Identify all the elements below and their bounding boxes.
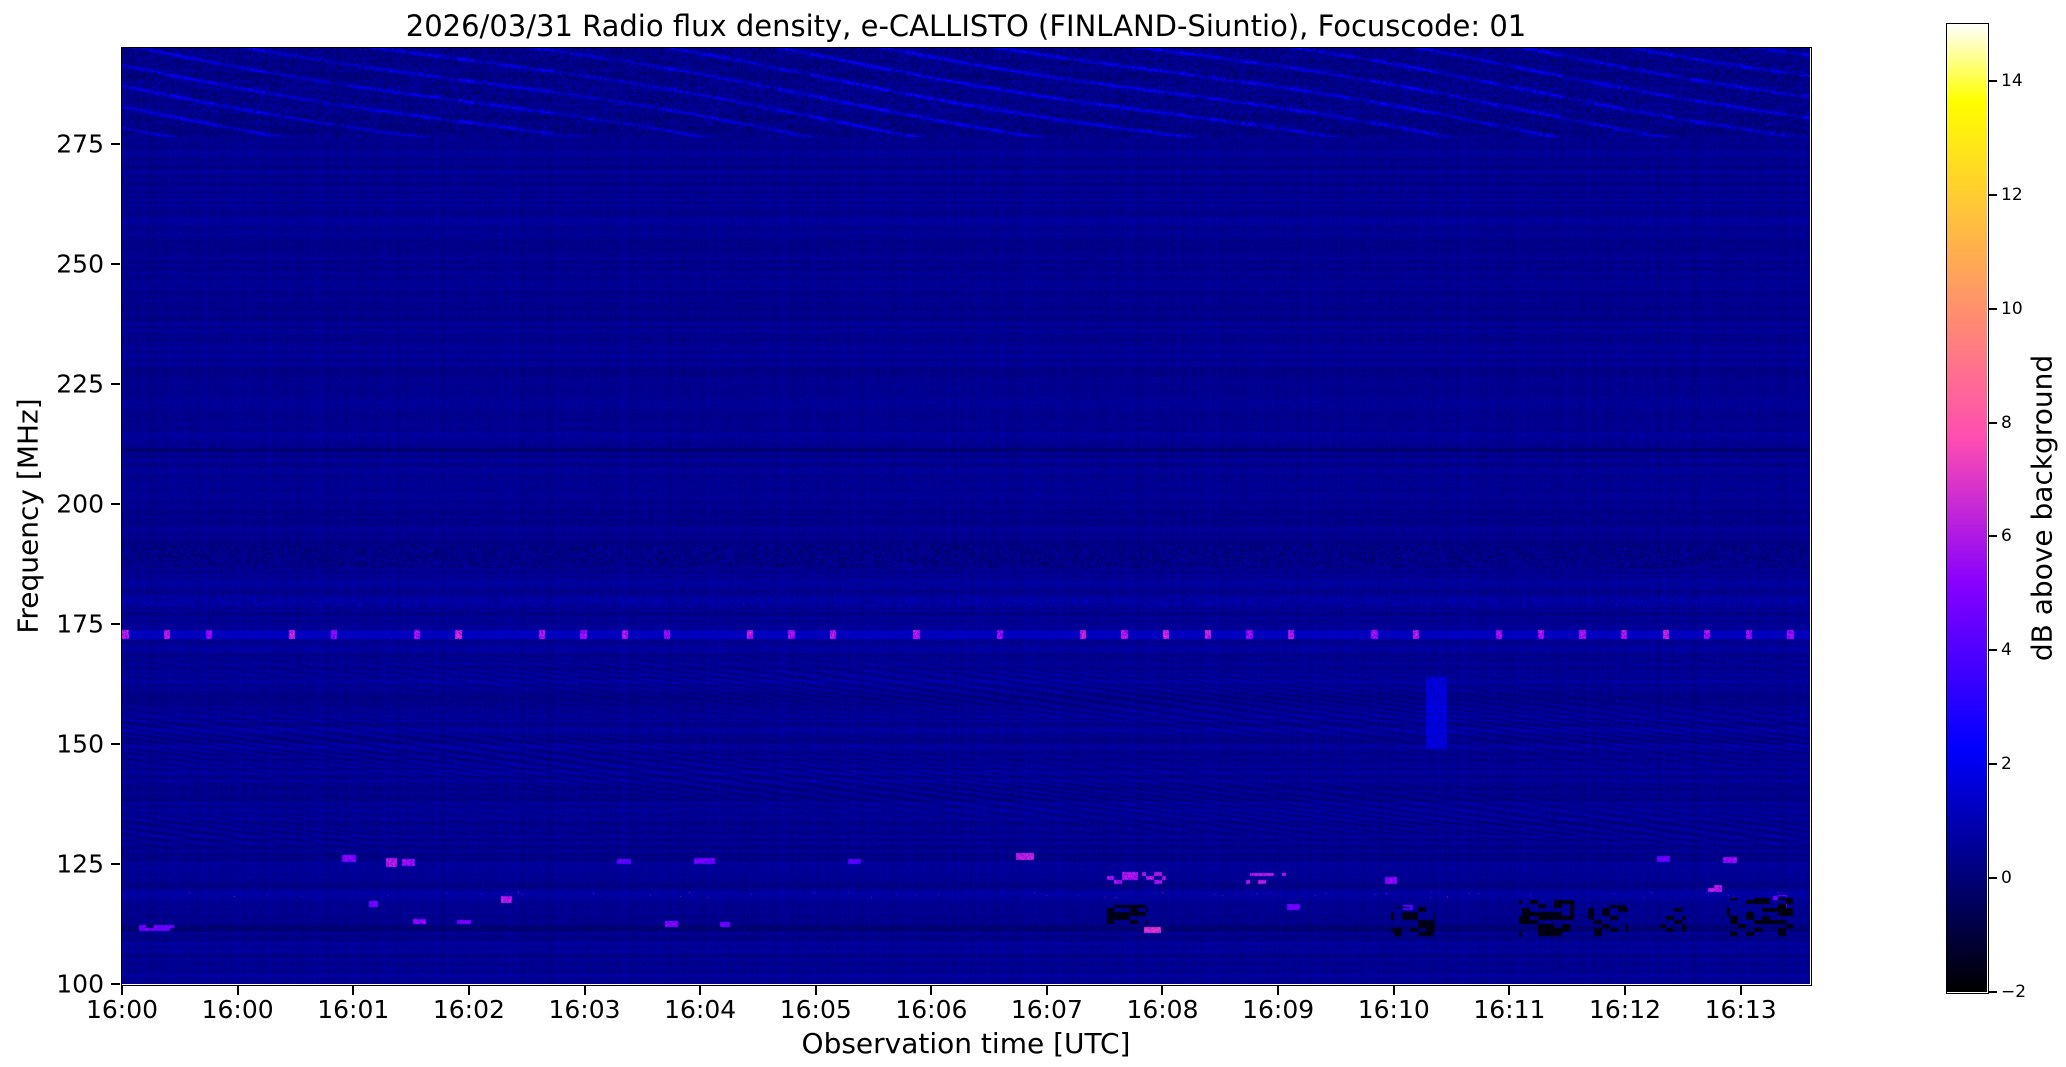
x-tick-label: 16:00 [201,995,274,1024]
x-tick-label: 16:11 [1473,995,1546,1024]
x-tick-label: 16:05 [779,995,852,1024]
y-tick-label: 125 [56,849,104,879]
x-tick-label: 16:07 [1010,995,1083,1024]
colorbar-tick-label: −2 [2001,982,2027,1002]
colorbar-tick-mark [1989,991,1997,993]
x-tick-mark [1508,986,1511,995]
colorbar-tick-mark [1989,763,1997,766]
x-tick-mark [583,986,586,995]
colorbar-tick-mark [1989,307,1997,310]
colorbar-gradient [1946,23,1987,992]
y-tick-mark [111,503,120,505]
colorbar-tick-mark [1989,535,1997,538]
x-tick-mark [1623,986,1626,995]
colorbar-tick-label: 8 [2001,412,2012,433]
colorbar-tick-label: 2 [2001,754,2012,775]
y-tick-mark [111,983,120,985]
colorbar-tick-label: 0 [2001,868,2012,889]
x-tick-mark [1739,986,1742,995]
colorbar [1945,22,1989,994]
y-tick-label: 150 [56,729,104,759]
colorbar-tick-label: 12 [2001,184,2023,205]
y-tick-mark [111,863,120,865]
x-tick-label: 16:10 [1357,995,1430,1024]
x-tick-label: 16:01 [317,995,390,1024]
x-tick-label: 16:02 [432,995,505,1024]
x-tick-mark [121,986,123,995]
x-tick-label: 16:04 [664,995,737,1024]
x-tick-mark [1277,986,1280,995]
x-tick-mark [467,986,470,995]
colorbar-tick-mark [1989,877,1997,880]
x-tick-label: 16:13 [1704,995,1777,1024]
y-tick-mark [111,623,120,625]
y-tick-label: 175 [56,609,104,639]
colorbar-tick-label: 6 [2001,526,2012,547]
colorbar-tick-label: 4 [2001,640,2012,661]
y-tick-label: 275 [56,129,104,159]
colorbar-tick-mark [1989,79,1997,82]
colorbar-tick-label: 10 [2001,298,2023,319]
x-tick-label: 16:03 [548,995,621,1024]
x-tick-mark [1161,986,1164,995]
y-tick-mark [111,263,120,265]
spectrogram-heatmap-canvas [121,47,1810,984]
x-tick-mark [352,986,355,995]
chart-title: 2026/03/31 Radio flux density, e-CALLIST… [405,9,1527,43]
colorbar-tick-mark [1989,649,1997,652]
colorbar-tick-mark [1989,421,1997,424]
x-tick-label: 16:12 [1588,995,1662,1024]
colorbar-tick-label: 14 [2001,70,2023,91]
y-tick-mark [111,743,120,745]
x-tick-label: 16:00 [85,995,159,1024]
x-tick-mark [1045,986,1048,995]
x-tick-mark [236,986,239,995]
colorbar-label: dB above background [2025,354,2059,662]
x-tick-mark [1392,986,1395,995]
x-tick-mark [814,986,817,995]
y-tick-label: 100 [56,969,104,999]
y-tick-mark [111,383,120,385]
x-axis-label: Observation time [UTC] [801,1027,1131,1060]
x-tick-label: 16:09 [1242,995,1315,1024]
y-tick-label: 250 [56,249,104,279]
x-tick-label: 16:08 [1126,995,1199,1024]
x-tick-label: 16:06 [895,995,968,1024]
x-tick-mark [930,986,933,995]
y-tick-label: 225 [56,369,104,399]
y-tick-label: 200 [56,489,104,519]
x-tick-mark [699,986,702,995]
spectrogram-plot-area [120,46,1812,986]
colorbar-tick-mark [1989,193,1997,196]
y-tick-mark [111,143,120,145]
